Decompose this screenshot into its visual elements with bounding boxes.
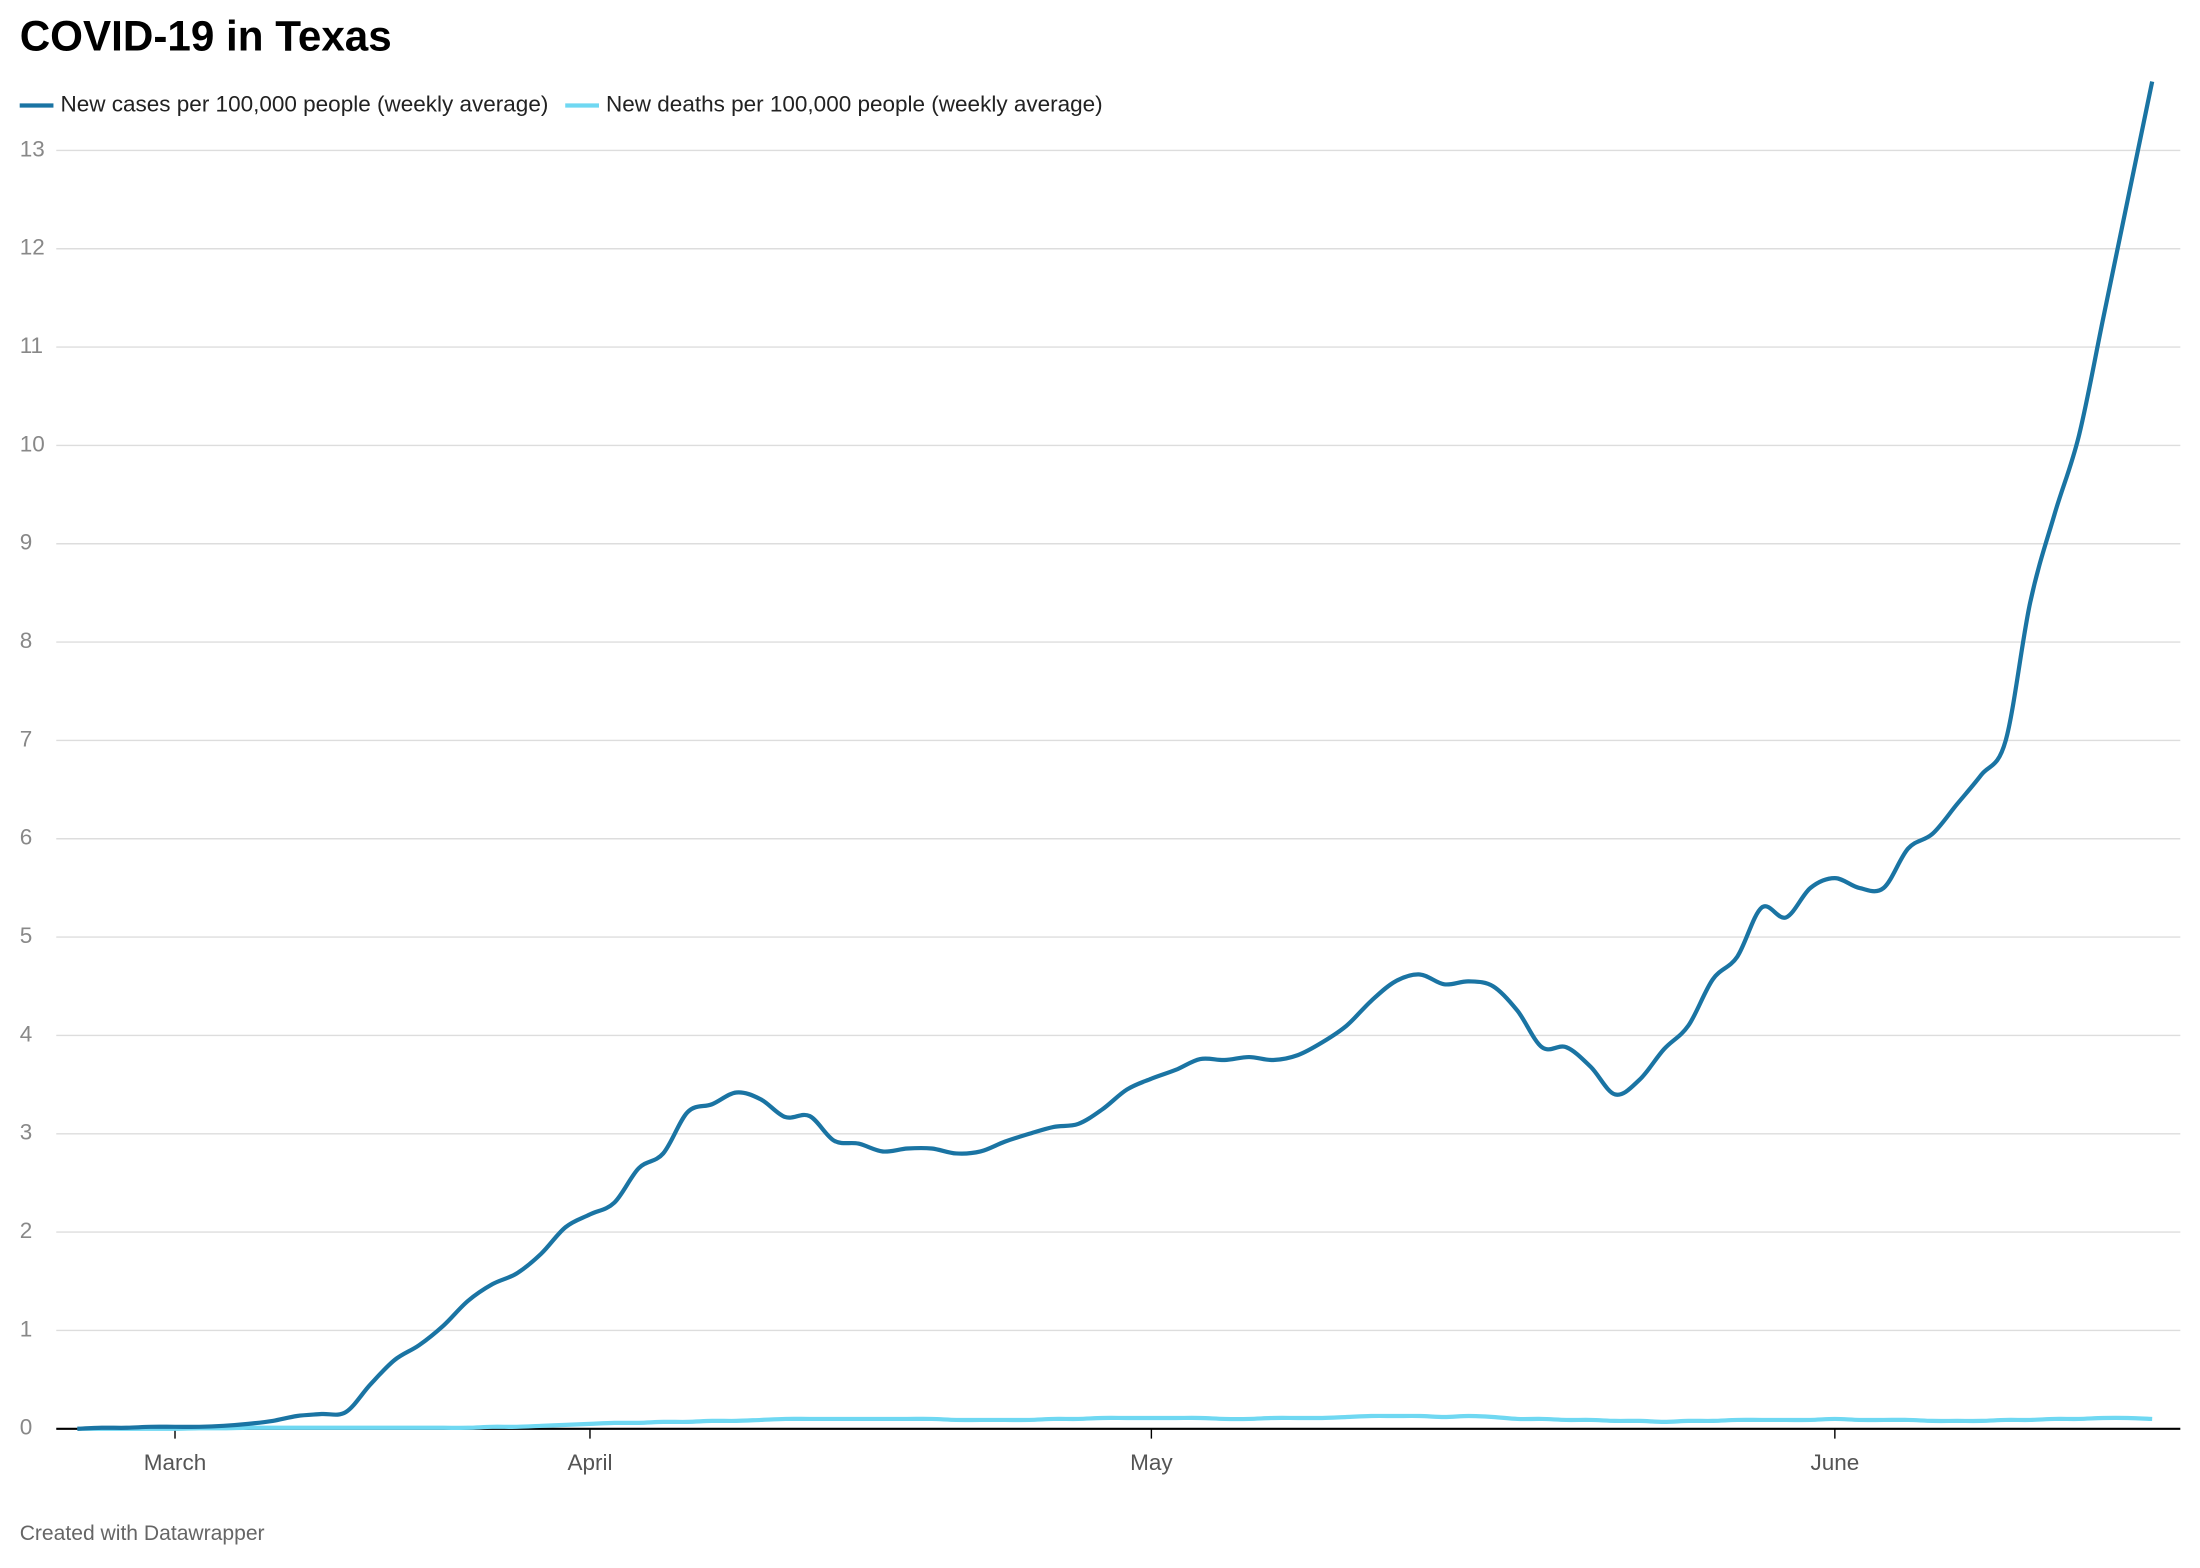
series-line [77, 81, 2155, 1431]
legend-label: New cases per 100,000 people (weekly ave… [60, 91, 548, 116]
x-tick-label: May [1130, 1450, 1173, 1475]
y-tick-label: 11 [20, 333, 43, 358]
y-tick-label: 13 [20, 136, 45, 161]
y-tick-label: 7 [20, 726, 33, 751]
x-tick-label: June [1810, 1450, 1859, 1475]
legend-label: New deaths per 100,000 people (weekly av… [606, 91, 1103, 116]
y-tick-label: 10 [20, 431, 45, 456]
y-tick-label: 6 [20, 825, 33, 850]
y-tick-label: 3 [20, 1120, 33, 1145]
footer: Created with Datawrapper [20, 1522, 265, 1545]
y-tick-label: 9 [20, 530, 33, 555]
y-tick-label: 4 [20, 1021, 33, 1046]
y-tick-label: 8 [20, 628, 33, 653]
x-tick-label: April [567, 1450, 612, 1475]
y-tick-label: 2 [20, 1218, 33, 1243]
chart-title: COVID-19 in Texas [20, 13, 392, 60]
series-line [77, 1413, 2153, 1431]
y-tick-label: 1 [20, 1316, 33, 1341]
y-tick-label: 0 [20, 1415, 33, 1440]
x-tick-label: March [144, 1450, 207, 1475]
y-tick-label: 12 [20, 235, 45, 260]
y-tick-label: 5 [20, 923, 33, 948]
